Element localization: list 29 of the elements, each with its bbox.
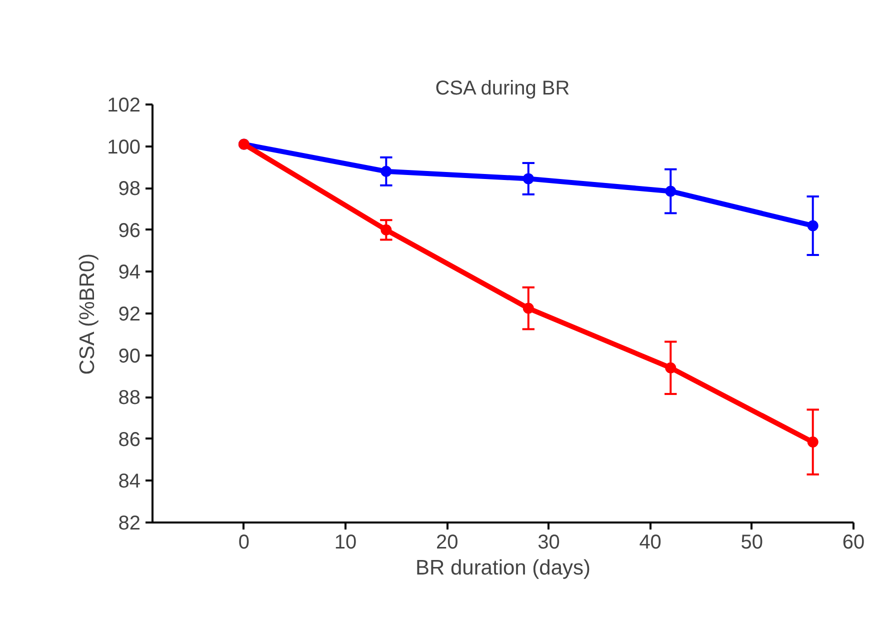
point [807, 436, 818, 448]
point [665, 362, 676, 374]
x-tick-label: 10 [334, 532, 357, 554]
x-tick-label: 50 [740, 532, 764, 554]
x-axis-title: BR duration (days) [415, 556, 591, 580]
y-tick-label: 100 [107, 136, 141, 158]
y-tick-label: 84 [118, 470, 141, 493]
point [522, 302, 534, 314]
chart-title: CSA during BR [435, 78, 570, 100]
y-tick-label: 88 [118, 387, 141, 410]
x-tick-label: 60 [842, 532, 865, 554]
y-tick-label: 96 [118, 220, 141, 242]
point [522, 173, 534, 184]
point [665, 186, 676, 197]
y-tick-label: 94 [118, 262, 141, 284]
y-tick-label: 102 [107, 94, 141, 116]
y-tick-label: 90 [118, 345, 141, 368]
point [807, 220, 818, 232]
y-tick-label: 98 [118, 178, 141, 200]
y-tick-label: 92 [118, 304, 141, 326]
y-tick-label: 86 [118, 428, 141, 451]
point [380, 166, 392, 177]
y-axis-title: CSA (%BR0) [76, 253, 100, 375]
x-tick-label: 40 [639, 532, 662, 554]
point [380, 224, 392, 236]
x-tick-label: 20 [436, 532, 458, 554]
x-tick-label: 0 [238, 532, 250, 554]
x-tick-label: 30 [538, 532, 560, 554]
y-tick-label: 82 [118, 512, 141, 534]
